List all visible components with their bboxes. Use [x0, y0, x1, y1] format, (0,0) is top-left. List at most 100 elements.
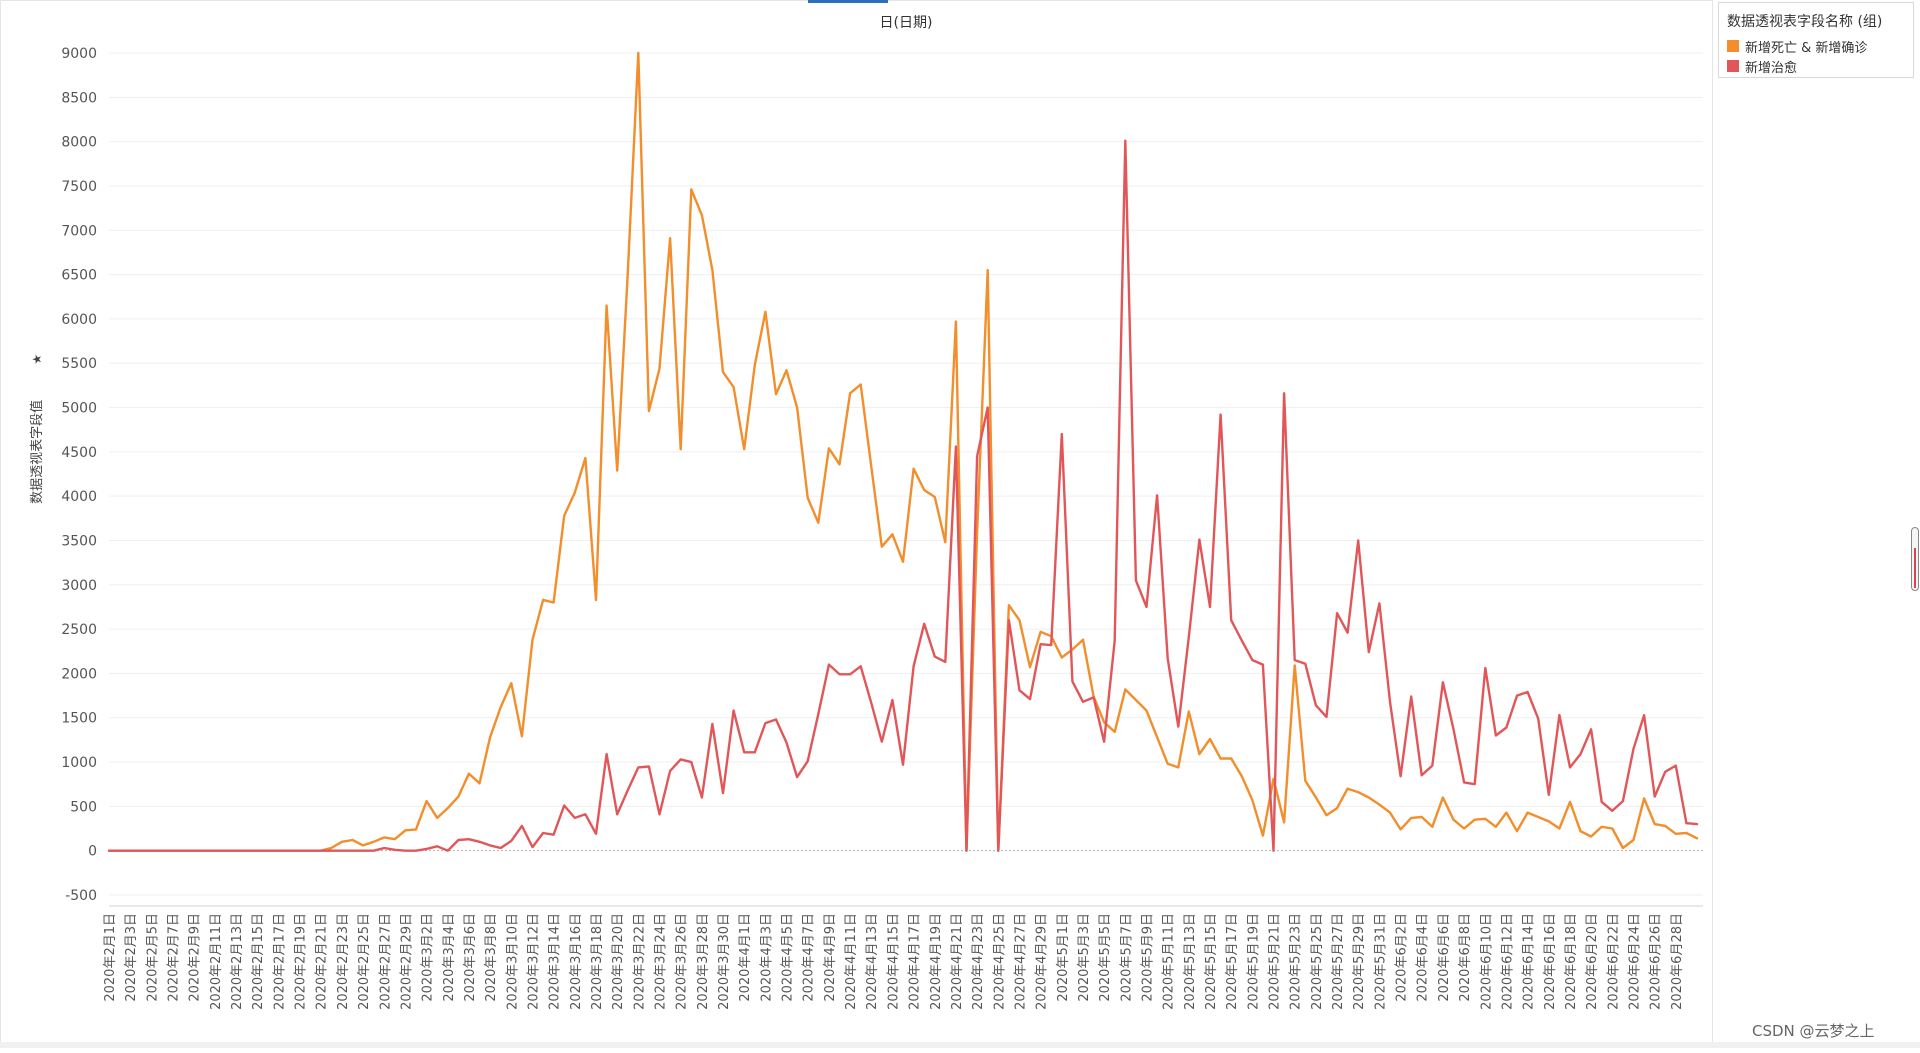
x-tick-label: 2020年2月5日: [145, 913, 160, 1002]
x-tick-label: 2020年2月25日: [357, 913, 372, 1010]
series-line-recovered: [107, 139, 1699, 852]
x-tick-label: 2020年5月25日: [1310, 913, 1325, 1010]
x-tick-label: 2020年3月8日: [484, 913, 499, 1002]
x-tick-label: 2020年3月6日: [463, 913, 478, 1002]
x-tick-label: 2020年3月28日: [696, 913, 711, 1010]
x-tick-label: 2020年5月5日: [1098, 913, 1113, 1002]
scroll-handle[interactable]: [1911, 527, 1919, 591]
x-tick-label: 2020年6月24日: [1627, 913, 1642, 1010]
y-tick-label: 500: [70, 799, 97, 815]
watermark: CSDN @云梦之上: [1752, 1022, 1875, 1040]
x-tick-label: 2020年5月21日: [1268, 913, 1283, 1010]
x-tick-label: 2020年6月12日: [1500, 913, 1515, 1010]
y-axis-label: 数据透视表字段值: [29, 400, 45, 504]
x-tick-label: 2020年6月14日: [1522, 913, 1537, 1010]
x-tick-label: 2020年3月14日: [548, 913, 563, 1010]
x-tick-label: 2020年6月10日: [1479, 913, 1494, 1010]
y-tick-label: 6500: [61, 268, 97, 284]
x-tick-label: 2020年6月2日: [1395, 913, 1410, 1002]
x-tick-label: 2020年2月13日: [230, 913, 245, 1010]
y-tick-label: 3000: [61, 578, 97, 594]
legend-label: 新增死亡 & 新增确诊: [1745, 40, 1868, 56]
x-tick-label: 2020年2月9日: [188, 913, 203, 1002]
x-tick-label: 2020年3月16日: [569, 913, 584, 1010]
legend-swatch-orange: [1727, 40, 1739, 52]
x-tick-label: 2020年4月1日: [738, 913, 753, 1002]
legend-title: 数据透视表字段名称 (组): [1727, 14, 1883, 30]
x-tick-label: 2020年3月18日: [590, 913, 605, 1010]
x-tick-label: 2020年6月16日: [1543, 913, 1558, 1010]
x-tick-label: 2020年2月11日: [209, 913, 224, 1010]
x-tick-label: 2020年4月11日: [844, 913, 859, 1010]
x-tick-label: 2020年4月7日: [802, 913, 817, 1002]
y-tick-label: 5000: [61, 401, 97, 417]
x-tick-label: 2020年6月22日: [1606, 913, 1621, 1010]
x-tick-label: 2020年5月9日: [1140, 913, 1155, 1002]
x-tick-label: 2020年4月23日: [971, 913, 986, 1010]
x-tick-label: 2020年3月26日: [675, 913, 690, 1010]
y-tick-label: 1500: [61, 711, 97, 727]
x-tick-label: 2020年3月12日: [526, 913, 541, 1010]
x-tick-label: 2020年2月7日: [167, 913, 182, 1002]
x-tick-label: 2020年4月15日: [886, 913, 901, 1010]
x-tick-label: 2020年2月21日: [315, 913, 330, 1010]
y-tick-label: 2000: [61, 666, 97, 682]
y-tick-label: 8500: [61, 90, 97, 106]
x-tick-label: 2020年6月8日: [1458, 913, 1473, 1002]
x-tick-label: 2020年5月27日: [1331, 913, 1346, 1010]
x-tick-label: 2020年6月4日: [1416, 913, 1431, 1002]
x-tick-label: 2020年4月9日: [823, 913, 838, 1002]
x-tick-label: 2020年3月2日: [421, 913, 436, 1002]
x-tick-label: 2020年2月3日: [124, 913, 139, 1002]
x-tick-label: 2020年4月19日: [929, 913, 944, 1010]
x-tick-label: 2020年2月17日: [272, 913, 287, 1010]
line-chart: 日(日期) -500 0 500 1000 1500 2000 2500 3000 3500 400…: [29, 15, 1703, 1010]
legend-item-recovered[interactable]: 新增治愈: [1727, 57, 1797, 76]
legend: 数据透视表字段名称 (组) 新增死亡 & 新增确诊 新增治愈: [1718, 2, 1914, 78]
x-tick-label: 2020年5月7日: [1119, 913, 1134, 1002]
x-tick-label: 2020年4月17日: [908, 913, 923, 1010]
pin-icon: ★: [30, 354, 44, 365]
x-tick-label: 2020年2月27日: [378, 913, 393, 1010]
x-tick-label: 2020年4月21日: [950, 913, 965, 1010]
x-tick-label: 2020年5月11日: [1162, 913, 1177, 1010]
y-tick-label: 7500: [61, 179, 97, 195]
y-tick-label: 6000: [61, 312, 97, 328]
x-tick-label: 2020年6月28日: [1670, 913, 1685, 1010]
x-tick-label: 2020年4月5日: [781, 913, 796, 1002]
scroll-handle-indicator: [1914, 548, 1916, 588]
header-accent-bar: [808, 0, 888, 3]
x-tick-label: 2020年5月3日: [1077, 913, 1092, 1002]
y-tick-label: 0: [88, 844, 97, 860]
x-tick-label: 2020年4月3日: [759, 913, 774, 1002]
x-tick-label: 2020年4月29日: [1035, 913, 1050, 1010]
x-tick-label: 2020年3月30日: [717, 913, 732, 1010]
y-tick-label: 3500: [61, 533, 97, 549]
y-tick-label: 8000: [61, 135, 97, 151]
x-tick-label: 2020年5月17日: [1225, 913, 1240, 1010]
x-tick-label: 2020年2月1日: [103, 913, 118, 1002]
x-tick-label: 2020年5月19日: [1246, 913, 1261, 1010]
x-tick-label: 2020年5月29日: [1352, 913, 1367, 1010]
x-tick-label: 2020年3月10日: [505, 913, 520, 1010]
x-tick-label: 2020年5月13日: [1183, 913, 1198, 1010]
y-tick-label: 7000: [61, 223, 97, 239]
x-tick-label: 2020年4月27日: [1013, 913, 1028, 1010]
series-line-deaths-confirmed: [107, 51, 1699, 852]
x-tick-label: 2020年6月20日: [1585, 913, 1600, 1010]
x-tick-label: 2020年2月15日: [251, 913, 266, 1010]
y-tick-label: -500: [65, 888, 97, 904]
x-tick-label: 2020年4月13日: [865, 913, 880, 1010]
y-tick-label: 1000: [61, 755, 97, 771]
legend-item-deaths-confirmed[interactable]: 新增死亡 & 新增确诊: [1727, 37, 1868, 56]
x-tick-label: 2020年5月1日: [1056, 913, 1071, 1002]
x-tick-label: 2020年3月20日: [611, 913, 626, 1010]
x-tick-label: 2020年5月23日: [1289, 913, 1304, 1010]
legend-swatch-red: [1727, 60, 1739, 72]
y-tick-label: 4500: [61, 445, 97, 461]
x-tick-label: 2020年6月26日: [1649, 913, 1664, 1010]
x-tick-label: 2020年4月25日: [992, 913, 1007, 1010]
bottom-strip: [0, 1042, 1920, 1048]
x-tick-label: 2020年3月24日: [654, 913, 669, 1010]
x-tick-label: 2020年5月15日: [1204, 913, 1219, 1010]
